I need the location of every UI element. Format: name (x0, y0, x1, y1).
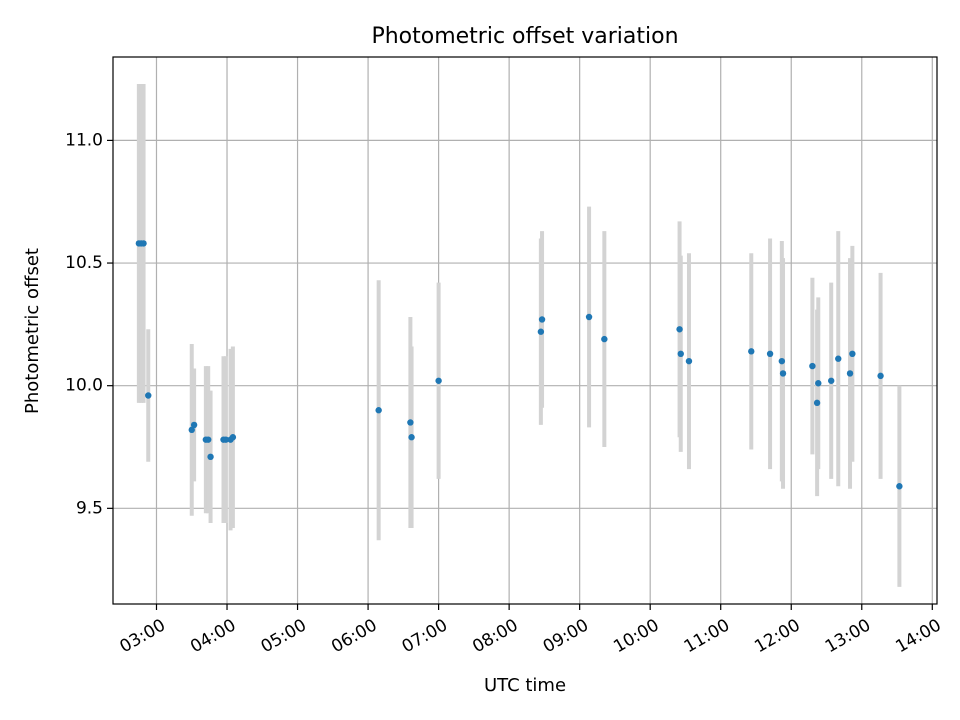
x-tick-label: 03:00 (117, 615, 169, 657)
data-point (813, 399, 821, 407)
data-point (896, 483, 903, 490)
data-point (375, 407, 382, 414)
data-point (849, 350, 856, 358)
data-point (145, 392, 152, 399)
data-point (601, 335, 608, 343)
data-point (828, 377, 835, 384)
data-point (685, 357, 693, 365)
data-point (677, 350, 684, 358)
data-point (815, 380, 822, 387)
x-axis-label: UTC time (484, 675, 566, 696)
x-tick-label: 14:00 (892, 615, 944, 657)
data-point (229, 434, 237, 441)
data-point (835, 355, 842, 362)
data-point (846, 370, 854, 377)
data-point (585, 313, 593, 321)
data-point (408, 434, 415, 441)
data-point (766, 350, 774, 358)
x-tick-label: 09:00 (540, 615, 592, 657)
data-point (435, 377, 442, 384)
data-point (140, 240, 147, 247)
data-point (537, 328, 545, 335)
chart-title: Photometric offset variation (371, 24, 678, 49)
data-point (676, 326, 683, 333)
data-point (190, 421, 198, 429)
y-tick-label: 10.5 (65, 253, 103, 273)
x-tick-label: 10:00 (610, 615, 662, 657)
data-point (205, 436, 212, 443)
y-axis-ticks: 9.5 10.0 10.5 11.0 (65, 130, 113, 518)
x-tick-label: 12:00 (751, 615, 803, 657)
y-tick-label: 11.0 (65, 130, 103, 150)
x-tick-label: 07:00 (399, 615, 451, 657)
y-axis-label: Photometric offset (22, 248, 43, 414)
x-tick-label: 08:00 (469, 615, 521, 657)
error-bars (136, 83, 902, 587)
x-tick-label: 11:00 (681, 615, 733, 657)
data-point (748, 348, 755, 355)
x-axis-ticks: 03:00 04:00 05:00 06:00 07:00 08:00 09:00 10:00… (117, 604, 945, 657)
data-point (188, 426, 195, 434)
x-tick-label: 04:00 (187, 615, 239, 657)
data-point (222, 436, 230, 443)
data-point (809, 362, 816, 370)
x-tick-label: 05:00 (258, 615, 310, 657)
x-tick-label: 13:00 (822, 615, 874, 657)
data-points (135, 240, 903, 490)
data-point (538, 316, 546, 323)
data-point (778, 357, 786, 365)
data-point (779, 370, 787, 377)
data-point (877, 372, 884, 380)
y-tick-label: 9.5 (76, 498, 103, 518)
plot-frame (112, 56, 938, 605)
data-point (407, 419, 414, 426)
data-point (207, 453, 214, 461)
x-tick-label: 06:00 (328, 615, 380, 657)
y-tick-label: 10.0 (65, 376, 103, 396)
